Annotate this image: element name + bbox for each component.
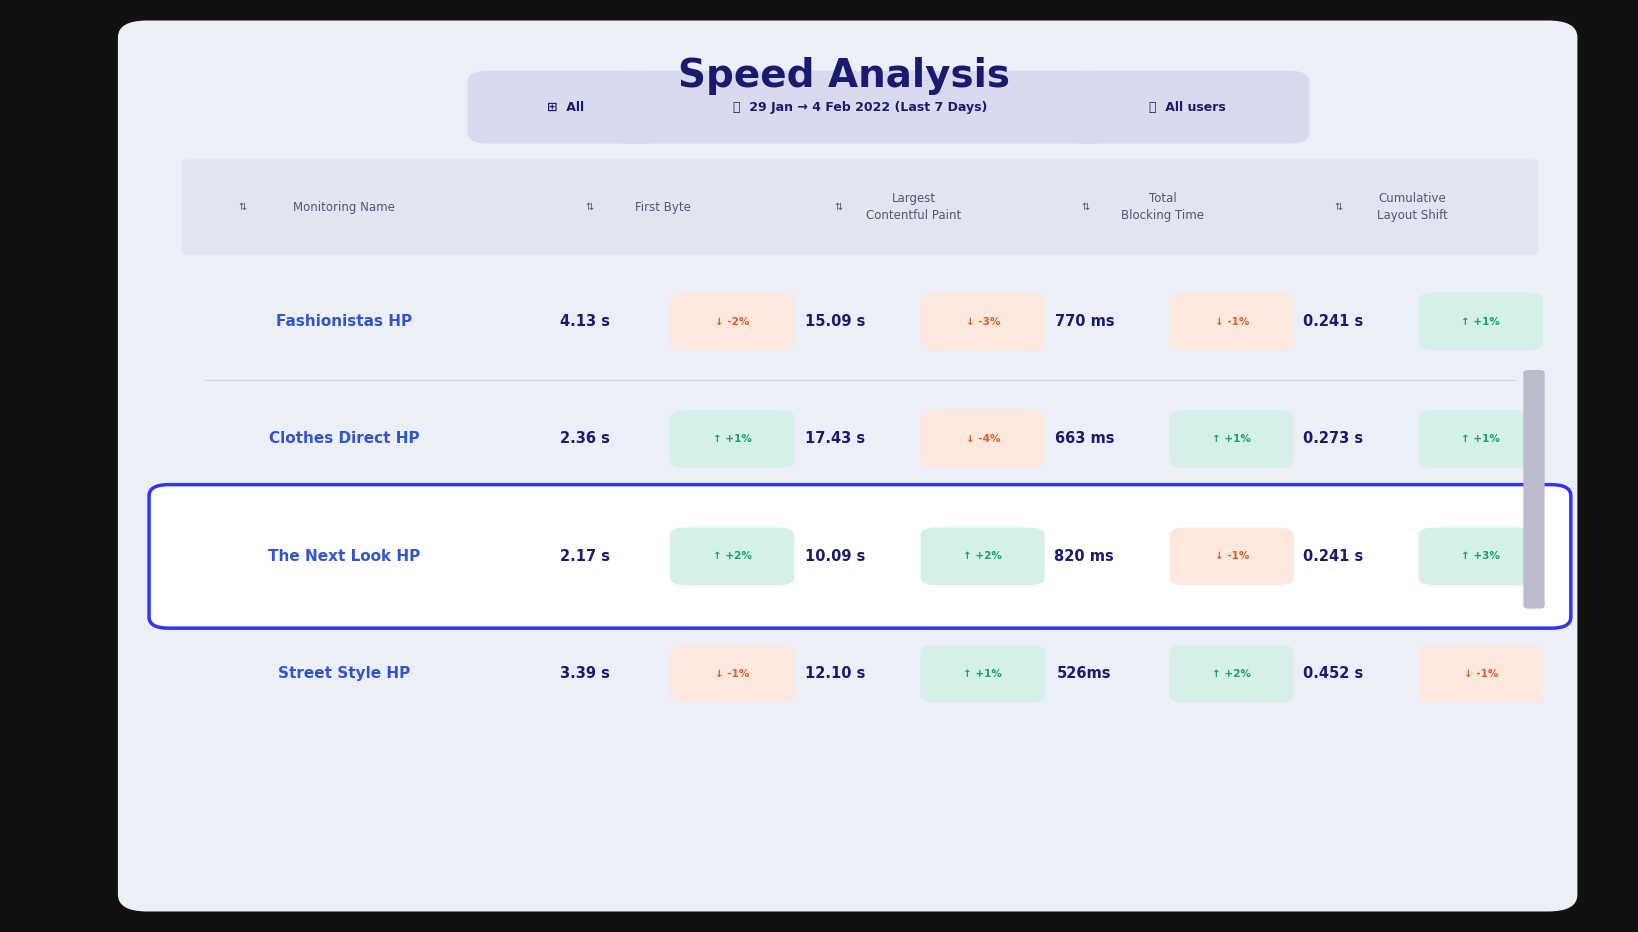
FancyBboxPatch shape — [670, 528, 794, 585]
Text: ↓ -1%: ↓ -1% — [716, 669, 749, 678]
Text: Monitoring Name: Monitoring Name — [293, 201, 395, 213]
Text: 526ms: 526ms — [1057, 666, 1112, 681]
FancyBboxPatch shape — [182, 159, 1538, 255]
Text: ⇅: ⇅ — [239, 202, 246, 212]
FancyBboxPatch shape — [1419, 410, 1543, 468]
Text: ↓ -2%: ↓ -2% — [716, 317, 749, 326]
Text: 📅  29 Jan → 4 Feb 2022 (Last 7 Days): 📅 29 Jan → 4 Feb 2022 (Last 7 Days) — [732, 101, 988, 114]
Text: ↓ -3%: ↓ -3% — [966, 317, 999, 326]
FancyBboxPatch shape — [921, 293, 1045, 350]
Text: ⇅: ⇅ — [1335, 202, 1342, 212]
Text: ↑ +2%: ↑ +2% — [713, 552, 752, 561]
Text: ⇅: ⇅ — [1083, 202, 1089, 212]
Text: Fashionistas HP: Fashionistas HP — [275, 314, 413, 329]
Text: ↑ +1%: ↑ +1% — [713, 434, 752, 444]
FancyBboxPatch shape — [1170, 293, 1294, 350]
FancyBboxPatch shape — [670, 645, 794, 703]
Text: Clothes Direct HP: Clothes Direct HP — [269, 432, 419, 446]
Text: ↑ +1%: ↑ +1% — [963, 669, 1002, 678]
FancyBboxPatch shape — [670, 293, 794, 350]
Text: ↑ +2%: ↑ +2% — [963, 552, 1002, 561]
Text: ⊞  All: ⊞ All — [547, 101, 583, 114]
Text: ↓ -4%: ↓ -4% — [965, 434, 1001, 444]
Text: 17.43 s: 17.43 s — [806, 432, 865, 446]
FancyBboxPatch shape — [1523, 370, 1545, 609]
Text: ⇅: ⇅ — [586, 202, 593, 212]
Text: 15.09 s: 15.09 s — [806, 314, 865, 329]
Text: 2.17 s: 2.17 s — [560, 549, 609, 564]
Text: Street Style HP: Street Style HP — [278, 666, 410, 681]
Text: 820 ms: 820 ms — [1055, 549, 1114, 564]
Text: The Next Look HP: The Next Look HP — [269, 549, 419, 564]
FancyBboxPatch shape — [149, 485, 1571, 628]
Text: 2.36 s: 2.36 s — [560, 432, 609, 446]
FancyBboxPatch shape — [670, 410, 794, 468]
FancyBboxPatch shape — [1065, 71, 1310, 144]
Text: ↑ +1%: ↑ +1% — [1461, 434, 1500, 444]
Text: 👥  All users: 👥 All users — [1150, 101, 1225, 114]
FancyBboxPatch shape — [118, 21, 1577, 911]
Text: ↓ -1%: ↓ -1% — [1464, 669, 1497, 678]
FancyBboxPatch shape — [468, 71, 662, 144]
Text: ⇅: ⇅ — [835, 202, 842, 212]
FancyBboxPatch shape — [1170, 528, 1294, 585]
Text: 0.273 s: 0.273 s — [1304, 432, 1363, 446]
Text: ↑ +2%: ↑ +2% — [1212, 669, 1251, 678]
Text: 12.10 s: 12.10 s — [806, 666, 865, 681]
Text: ↓ -1%: ↓ -1% — [1215, 317, 1248, 326]
Text: 0.241 s: 0.241 s — [1304, 549, 1363, 564]
Text: 10.09 s: 10.09 s — [806, 549, 865, 564]
Text: ↑ +1%: ↑ +1% — [1212, 434, 1251, 444]
Text: First Byte: First Byte — [636, 201, 691, 213]
FancyBboxPatch shape — [1170, 645, 1294, 703]
Text: 3.39 s: 3.39 s — [560, 666, 609, 681]
FancyBboxPatch shape — [1170, 410, 1294, 468]
Text: ↑ +3%: ↑ +3% — [1461, 552, 1500, 561]
Text: 770 ms: 770 ms — [1055, 314, 1114, 329]
Text: Total
Blocking Time: Total Blocking Time — [1122, 192, 1204, 223]
Text: Cumulative
Layout Shift: Cumulative Layout Shift — [1376, 192, 1448, 223]
FancyBboxPatch shape — [1419, 528, 1543, 585]
Text: Speed Analysis: Speed Analysis — [678, 58, 1009, 95]
FancyBboxPatch shape — [921, 528, 1045, 585]
Text: ↑ +1%: ↑ +1% — [1461, 317, 1500, 326]
FancyBboxPatch shape — [608, 71, 1114, 144]
Text: 0.452 s: 0.452 s — [1304, 666, 1363, 681]
Text: 0.241 s: 0.241 s — [1304, 314, 1363, 329]
Text: 663 ms: 663 ms — [1055, 432, 1114, 446]
Text: 4.13 s: 4.13 s — [560, 314, 609, 329]
FancyBboxPatch shape — [921, 410, 1045, 468]
FancyBboxPatch shape — [921, 645, 1045, 703]
FancyBboxPatch shape — [1419, 293, 1543, 350]
FancyBboxPatch shape — [1419, 645, 1543, 703]
Text: ↓ -1%: ↓ -1% — [1215, 552, 1248, 561]
Text: Largest
Contentful Paint: Largest Contentful Paint — [867, 192, 962, 223]
